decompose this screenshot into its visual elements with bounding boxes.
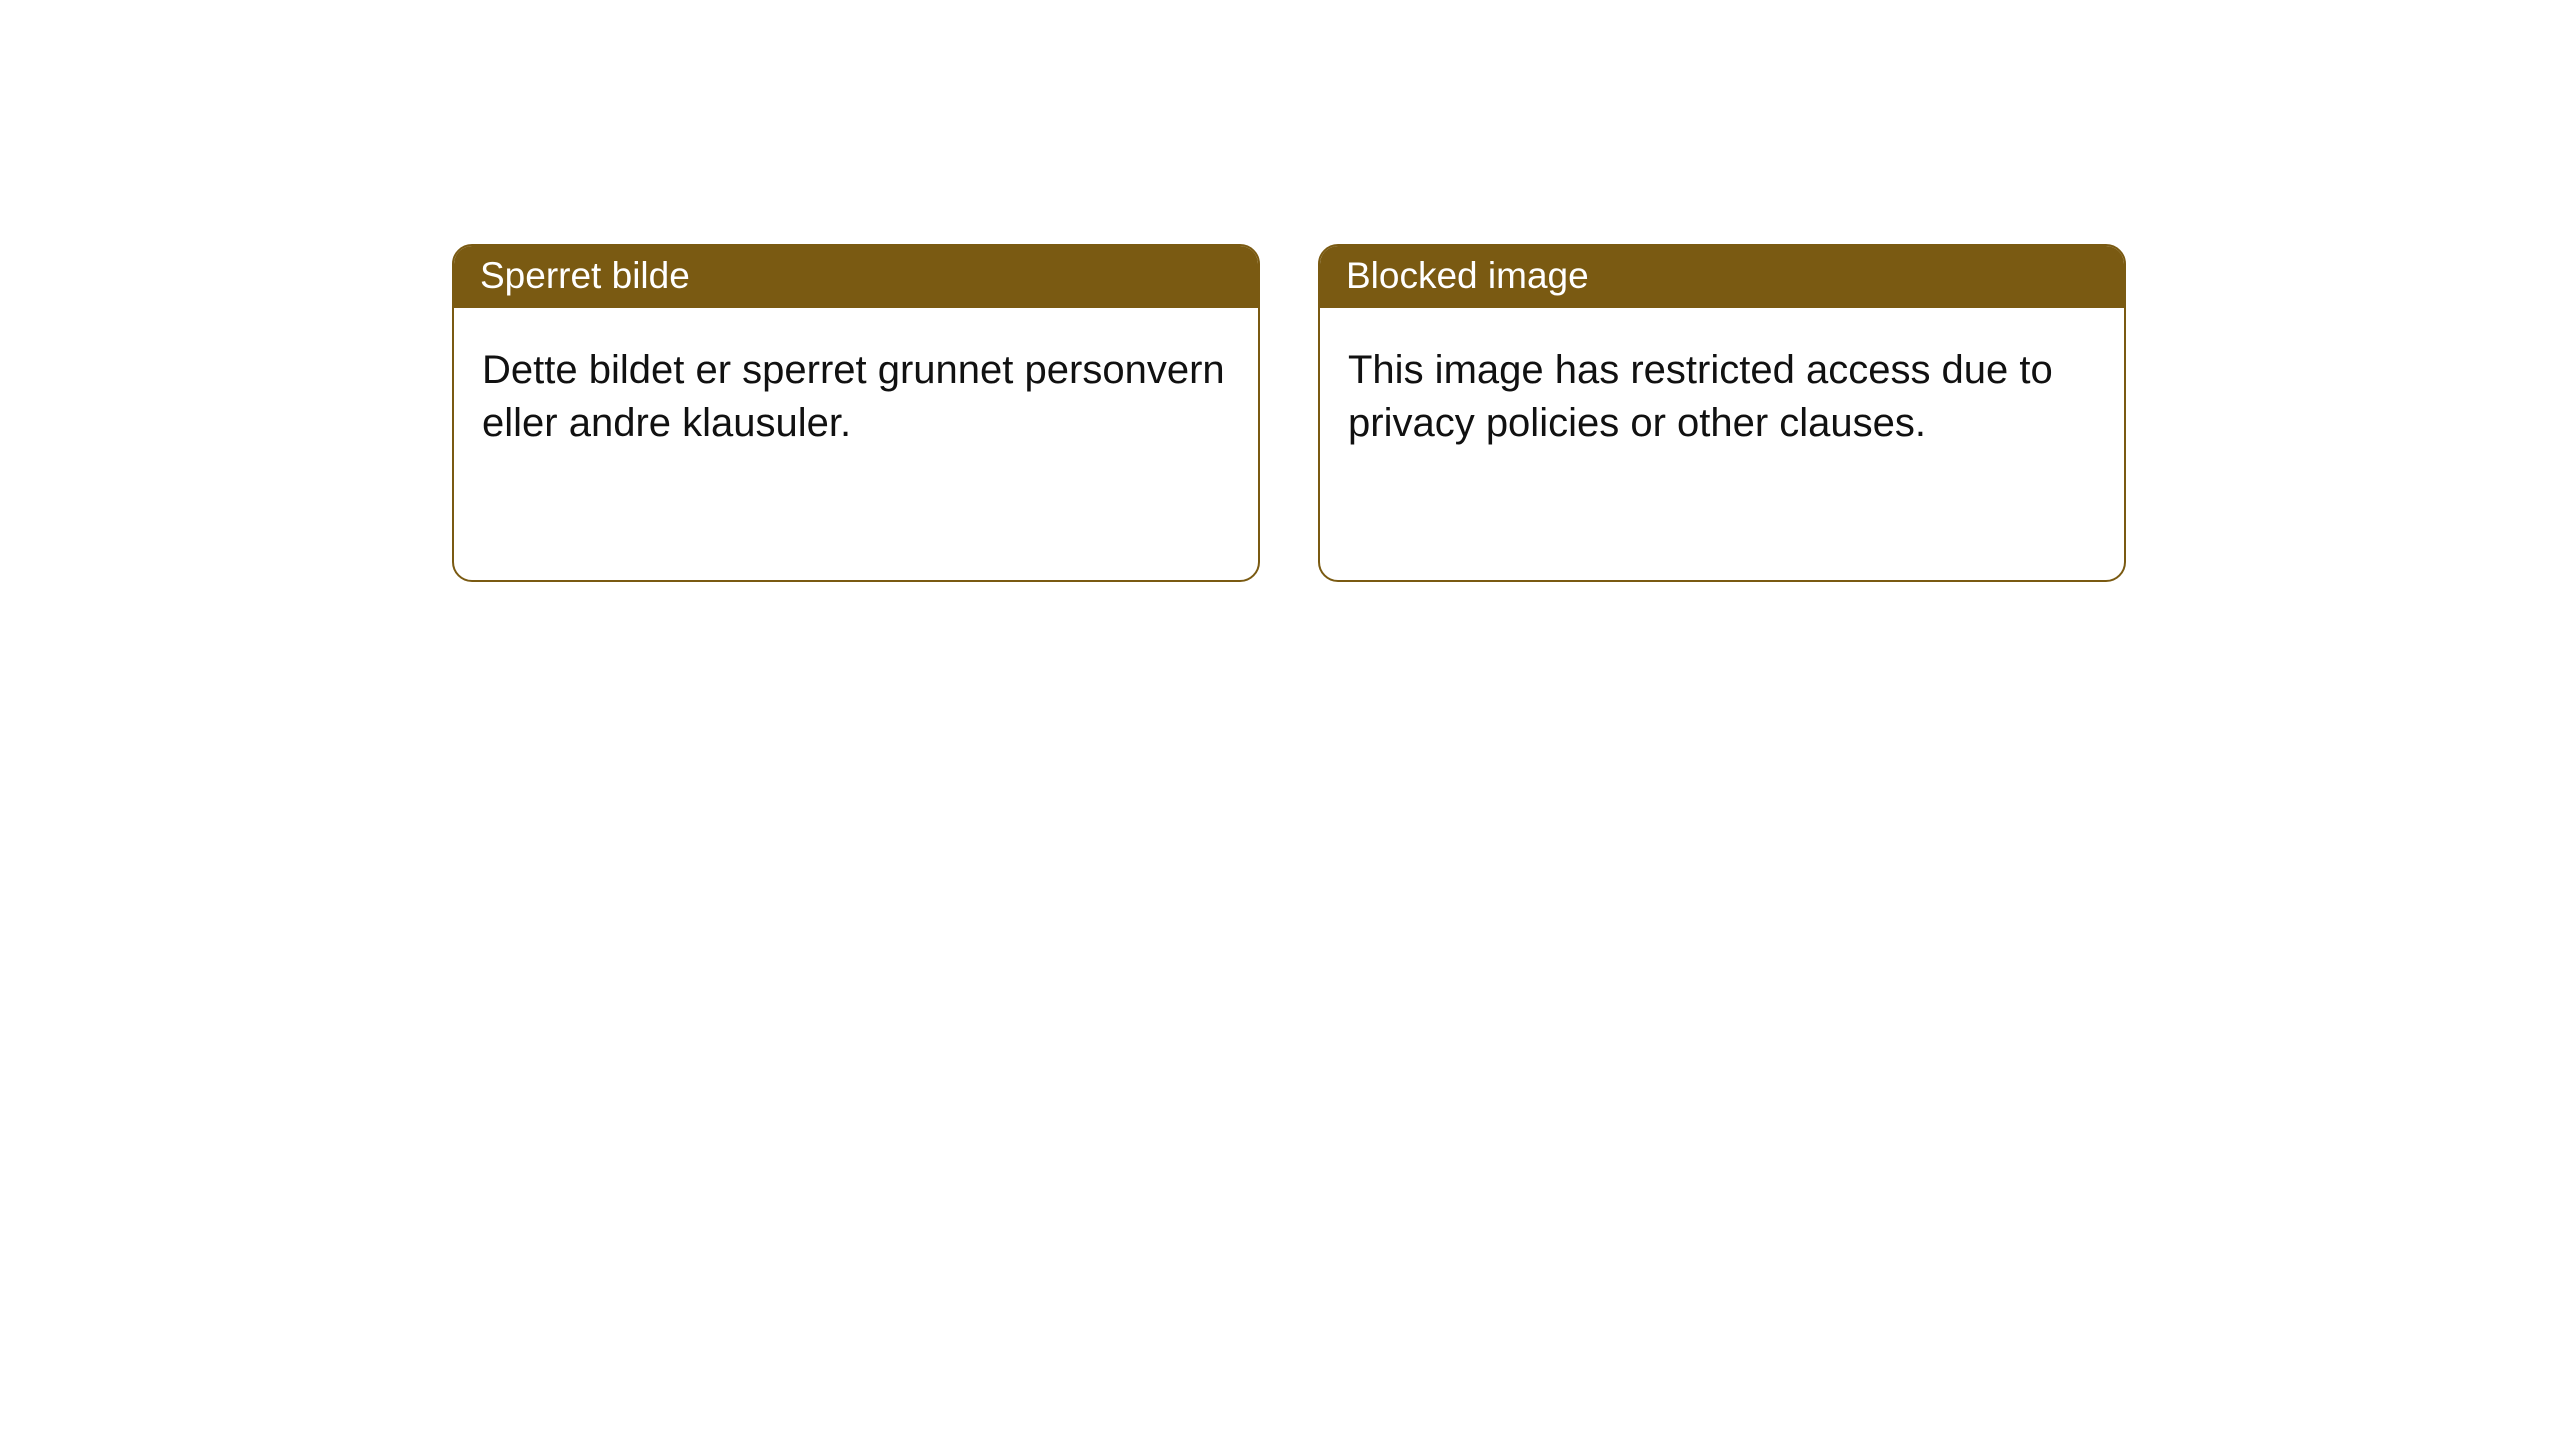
card-body: This image has restricted access due to …: [1320, 308, 2124, 485]
card-title: Sperret bilde: [480, 255, 690, 296]
card-body: Dette bildet er sperret grunnet personve…: [454, 308, 1258, 485]
card-title: Blocked image: [1346, 255, 1589, 296]
card-body-text: This image has restricted access due to …: [1348, 348, 2053, 444]
notice-card-norwegian: Sperret bilde Dette bildet er sperret gr…: [452, 244, 1260, 582]
notice-container: Sperret bilde Dette bildet er sperret gr…: [0, 0, 2560, 582]
card-body-text: Dette bildet er sperret grunnet personve…: [482, 348, 1225, 444]
notice-card-english: Blocked image This image has restricted …: [1318, 244, 2126, 582]
card-header: Blocked image: [1320, 246, 2124, 308]
card-header: Sperret bilde: [454, 246, 1258, 308]
